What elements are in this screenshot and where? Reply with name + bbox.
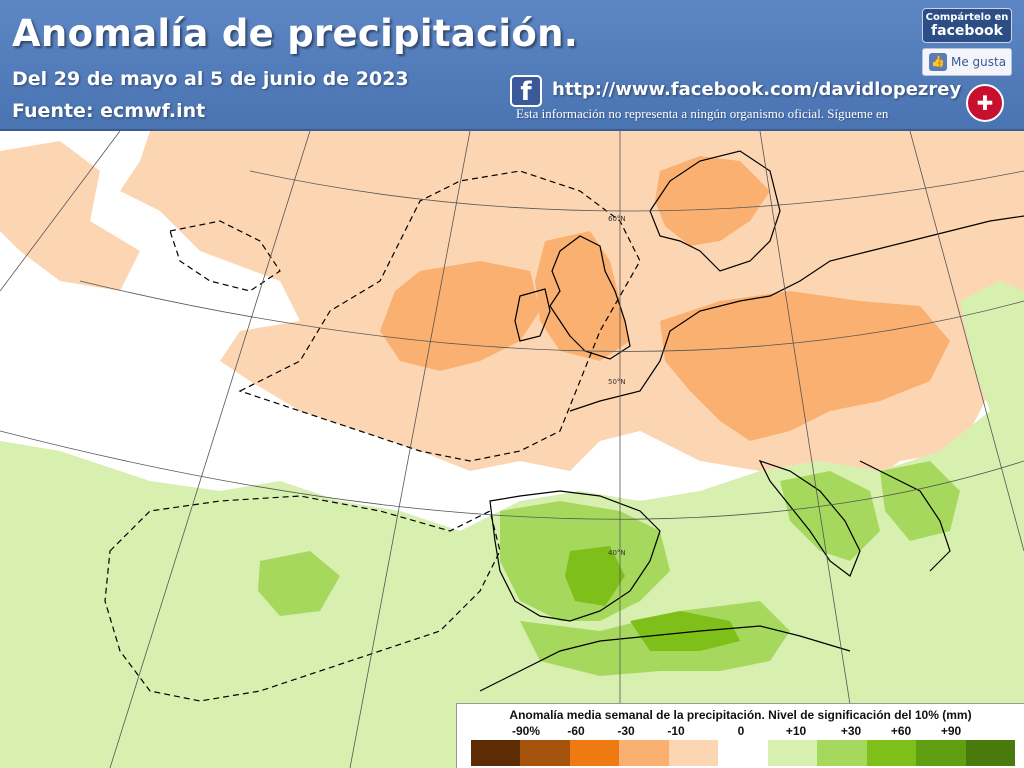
lat-label-40n: 40°N — [608, 549, 626, 557]
like-button[interactable]: 👍 Me gusta — [922, 48, 1012, 76]
header-banner: Anomalía de precipitación. Del 29 de may… — [0, 0, 1024, 131]
contour-dry — [238, 170, 641, 462]
dry-core-britain — [535, 231, 630, 361]
legend-label: 0 — [737, 724, 745, 738]
dry-region-light-west — [0, 141, 140, 291]
date-range: Del 29 de mayo al 5 de junio de 2023 — [12, 68, 409, 90]
legend-label: +90 — [940, 724, 962, 738]
legend-swatch — [520, 740, 570, 766]
parallel-60n — [249, 170, 1024, 212]
page-title: Anomalía de precipitación. — [12, 12, 579, 55]
legend-label: -10 — [667, 724, 685, 738]
dry-core-atlantic — [380, 261, 540, 371]
lat-label-50n: 50°N — [608, 378, 626, 386]
wet-core-atlantic — [258, 551, 340, 616]
contour-wet — [104, 495, 501, 702]
disclaimer-text: Esta información no representa a ningún … — [516, 106, 889, 121]
legend-swatch — [916, 740, 966, 766]
coast-scandinavia — [649, 150, 781, 272]
legend-label: -90% — [511, 724, 540, 738]
facebook-link[interactable]: http://www.facebook.com/davidlopezrey — [552, 79, 962, 100]
legend: Anomalía media semanal de la precipitaci… — [456, 703, 1024, 768]
wet-core-italy — [780, 471, 880, 561]
legend-label: +60 — [890, 724, 912, 738]
meridian-6 — [909, 131, 1024, 552]
thumbs-up-icon: 👍 — [929, 53, 947, 71]
lat-label-60n: 60°N — [608, 215, 626, 223]
legend-swatch — [965, 740, 1015, 766]
coast-continent — [569, 215, 1024, 412]
legend-label: +10 — [785, 724, 807, 738]
like-label: Me gusta — [951, 55, 1007, 69]
parallel-40n — [0, 430, 1024, 520]
precipitation-map: 60°N 50°N 40°N — [0, 131, 1024, 768]
legend-swatch — [619, 740, 669, 766]
meridian-1 — [0, 131, 121, 292]
wet-strong-algeria — [630, 611, 740, 651]
coast-north-africa — [479, 625, 851, 692]
legend-swatch — [817, 740, 867, 766]
legend-label: -60 — [567, 724, 585, 738]
coast-iberia — [489, 490, 661, 622]
meridian-2 — [109, 131, 311, 768]
facebook-icon[interactable]: f — [510, 75, 542, 107]
legend-label: -30 — [617, 724, 635, 738]
coast-italy — [758, 459, 861, 577]
coast-balkans — [859, 460, 951, 572]
dry-core-scandinavia — [655, 156, 770, 246]
wet-strong-iberia — [565, 546, 625, 606]
legend-labels: -90% -60 -30 -10 0 +10 +30 +60 +90 — [471, 724, 1011, 738]
graticule — [0, 131, 1024, 768]
data-source: Fuente: ecmwf.int — [12, 100, 206, 122]
coast-ireland — [514, 288, 551, 342]
coastlines — [479, 150, 1024, 692]
legend-swatch — [471, 740, 521, 766]
meridian-5 — [759, 131, 861, 768]
legend-swatch — [866, 740, 917, 766]
legend-label: +30 — [840, 724, 862, 738]
share-label-bottom: facebook — [931, 23, 1003, 39]
map-svg: 60°N 50°N 40°N — [0, 131, 1024, 768]
legend-swatch — [767, 740, 818, 766]
dry-core-central-europe — [660, 291, 950, 441]
legend-swatch — [569, 740, 620, 766]
logo-icon[interactable]: ✚ — [966, 84, 1004, 122]
legend-title: Anomalía media semanal de la precipitaci… — [509, 708, 972, 722]
legend-swatch — [668, 740, 719, 766]
share-facebook-button[interactable]: Compártelo en facebook — [922, 8, 1012, 43]
significance-contours — [104, 170, 641, 702]
share-label-top: Compártelo en — [925, 12, 1009, 23]
parallel-50n — [79, 280, 1024, 352]
legend-color-bar — [471, 740, 1015, 766]
coast-britain — [549, 235, 631, 360]
legend-swatch — [718, 740, 768, 766]
meridian-3 — [349, 131, 471, 768]
